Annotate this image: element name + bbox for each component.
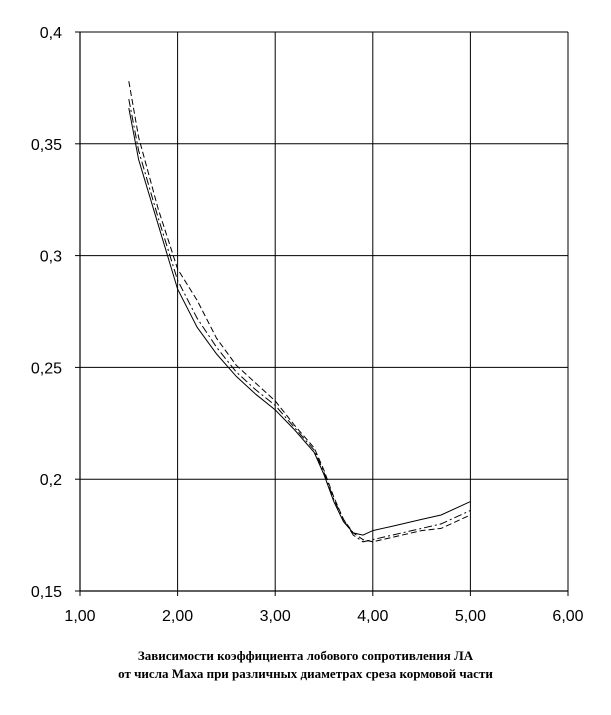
series-line-2 (128, 81, 471, 543)
x-tick-label: 3,00 (260, 608, 291, 625)
y-tick-label: 0,3 (40, 249, 62, 266)
x-tick-label: 4,00 (357, 608, 388, 625)
drag-coefficient-chart: 1,00 2,00 3,00 4,00 5,00 6,00 0,15 0,2 0,25 0,3 0,… (31, 25, 584, 625)
y-tick-label: 0,35 (31, 137, 62, 154)
chart-caption-line-1: Зависимости коэффициента лобового сопрот… (137, 648, 474, 663)
x-tick-label: 6,00 (552, 608, 583, 625)
y-tick-label: 0,4 (40, 25, 62, 42)
x-tick-label: 1,00 (64, 608, 95, 625)
chart-caption-line-2: от числа Маха при различных диаметрах ср… (118, 666, 493, 681)
x-tick-label: 5,00 (455, 608, 486, 625)
y-tick-label: 0,25 (31, 360, 62, 377)
x-tick-label: 2,00 (162, 608, 193, 625)
y-tick-label: 0,2 (40, 472, 62, 489)
series-line-1 (128, 107, 471, 536)
y-tick-label: 0,15 (31, 584, 62, 601)
series-line-3 (128, 99, 471, 543)
